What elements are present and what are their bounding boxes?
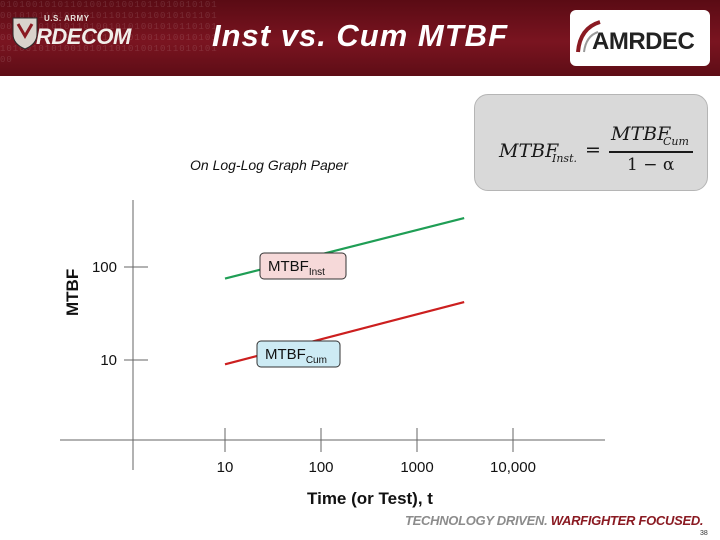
series-label-cum: MTBFCum	[265, 346, 327, 366]
logo-rdecom-text: RDECOM	[36, 24, 131, 49]
footer-slogan: TECHNOLOGY DRIVEN. WARFIGHTER FOCUSED.	[405, 513, 704, 528]
formula-numerator: MTBF	[611, 123, 671, 145]
series-label-main: MTBF	[268, 258, 309, 275]
rdecom-logo: U.S. ARMY RDECOM	[8, 12, 183, 56]
y-axis-label: MTBF	[63, 269, 82, 316]
formula-box: MTBF Inst. = MTBF Cum 1 − α	[474, 94, 708, 191]
series-label-box-inst	[259, 252, 347, 280]
slide-title: Inst vs. Cum MTBF	[211, 18, 508, 53]
amrdec-logo-text: AMRDEC	[592, 28, 695, 55]
chart-axes	[60, 200, 605, 470]
slogan-part-2: WARFIGHTER FOCUSED.	[550, 513, 704, 528]
x-tick-label: 10	[217, 459, 234, 476]
fraction-bar	[609, 151, 693, 153]
slogan-part-1: TECHNOLOGY DRIVEN.	[405, 513, 548, 528]
binary-pattern: 0101001010110100101001011010010101001010…	[0, 0, 218, 65]
header-banner: 0101001010110100101001011010010101001010…	[0, 0, 720, 76]
page-number: 38	[700, 530, 708, 537]
x-tick-label: 10,000	[490, 459, 536, 476]
amrdec-logo: AMRDEC	[570, 10, 710, 66]
formula-lhs-sub: Inst.	[552, 152, 577, 165]
series-label-main: MTBF	[265, 346, 306, 363]
chart-subtitle: On Log-Log Graph Paper	[190, 157, 348, 173]
formula-numerator-sub: Cum	[663, 135, 689, 148]
x-axis-label: Time (or Test), t	[307, 489, 433, 508]
series-label-sub: Cum	[306, 355, 327, 366]
x-tick-label: 100	[308, 459, 333, 476]
amrdec-swoosh-icon	[576, 20, 601, 53]
series-label-box-cum	[256, 340, 341, 368]
y-tick-label: 10	[100, 352, 117, 369]
series-label-inst: MTBFInst	[268, 258, 325, 278]
y-tick-label: 100	[92, 259, 117, 276]
series-label-sub: Inst	[309, 267, 325, 278]
x-tick-label: 1000	[400, 459, 433, 476]
formula-equals: =	[585, 139, 601, 161]
chart-ticks: 10 100 1000 10,000 10 100	[92, 259, 536, 476]
army-shield-icon	[12, 17, 38, 50]
logo-usarmy-text: U.S. ARMY	[44, 14, 90, 23]
formula-denominator: 1 − α	[627, 155, 675, 175]
formula-lhs: MTBF	[499, 140, 559, 162]
